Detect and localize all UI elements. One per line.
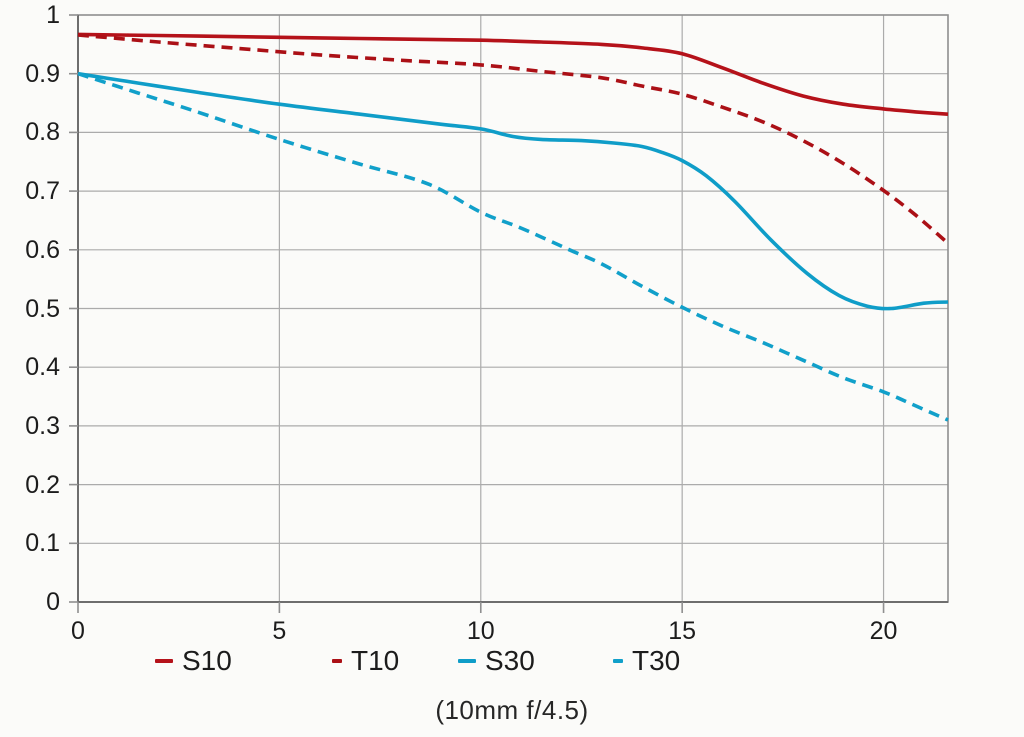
curve-t30 bbox=[77, 71, 949, 422]
x-tick-label: 5 bbox=[272, 617, 287, 645]
legend-swatch-s30 bbox=[458, 659, 476, 663]
legend-swatch-t10 bbox=[332, 659, 342, 663]
legend-swatch-s10 bbox=[155, 659, 173, 663]
y-tick-label: 0.8 bbox=[25, 118, 60, 147]
legend-item-s10: S10 bbox=[155, 644, 232, 678]
legend-item-t10: T10 bbox=[332, 644, 399, 678]
legend-label-s10: S10 bbox=[182, 645, 232, 676]
y-tick-label: 0.2 bbox=[25, 470, 60, 499]
x-tick-label: 10 bbox=[466, 617, 495, 645]
legend-label-t30: T30 bbox=[632, 645, 681, 676]
y-tick-label: 0.5 bbox=[25, 294, 60, 323]
y-tick-label: 0.9 bbox=[25, 59, 60, 88]
x-tick-label: 15 bbox=[668, 617, 697, 645]
legend-item-t30: T30 bbox=[613, 644, 680, 678]
x-tick-label: 20 bbox=[869, 617, 898, 645]
curve-s30 bbox=[77, 71, 949, 311]
y-tick-label: 0.6 bbox=[25, 235, 60, 264]
curve-s10 bbox=[77, 32, 949, 116]
y-tick-label: 0.1 bbox=[25, 529, 60, 558]
legend-swatch-t30 bbox=[613, 659, 623, 663]
legend-label-t10: T10 bbox=[351, 645, 400, 676]
y-tick-label: 0 bbox=[46, 588, 60, 616]
plot-area bbox=[69, 14, 950, 613]
chart-caption: (10mm f/4.5) bbox=[435, 695, 589, 725]
legend-label-s30: S30 bbox=[485, 645, 535, 676]
y-tick-label: 0.7 bbox=[25, 177, 60, 206]
y-tick-label: 1 bbox=[46, 1, 60, 29]
y-tick-label: 0.4 bbox=[25, 353, 60, 382]
legend-item-s30: S30 bbox=[458, 644, 535, 678]
curve-t10 bbox=[77, 33, 950, 245]
x-tick-label: 0 bbox=[71, 617, 85, 645]
y-tick-label: 0.3 bbox=[25, 411, 60, 440]
